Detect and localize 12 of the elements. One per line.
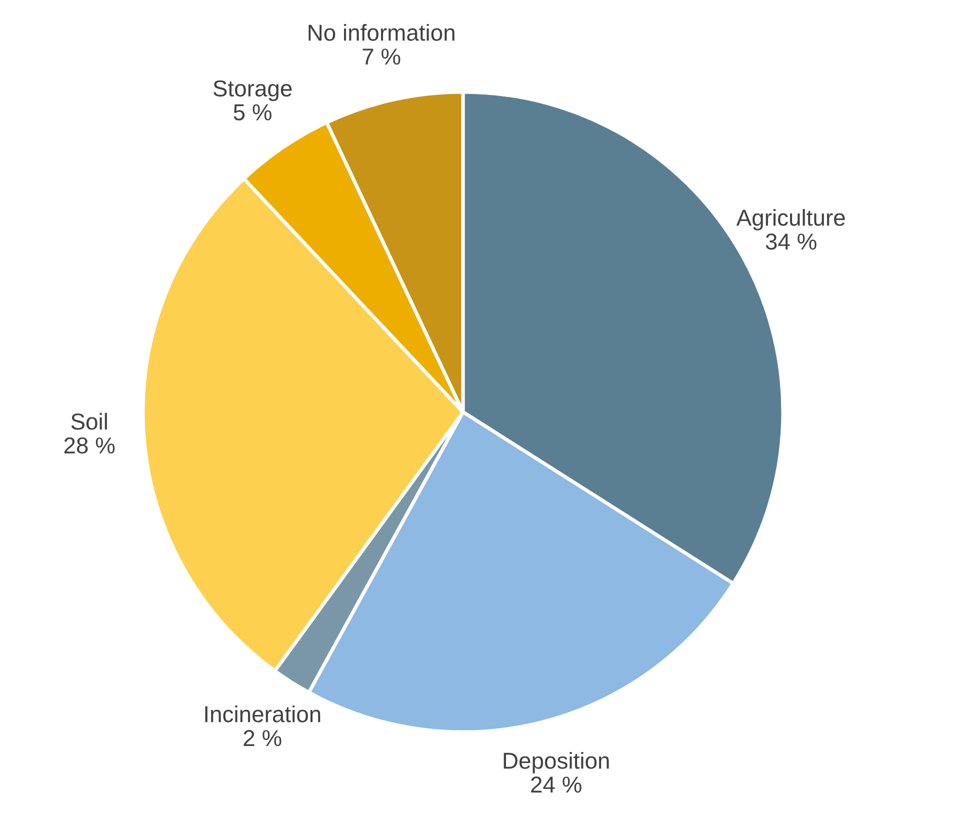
data-label: 7 % [362,48,400,65]
data-label: 34 % [766,233,816,250]
data-label: 24 % [531,776,582,793]
data-label: 28 % [64,437,115,454]
slice-label: No information [308,24,454,41]
slice-label: Soil [71,412,107,430]
slice-label: Storage [213,80,292,102]
slice-label: Deposition [504,752,609,774]
data-label: 2 % [244,730,282,746]
slice-label: Incineration [205,706,320,722]
data-label: 5 % [234,104,272,120]
slice-label: Agriculture [736,209,845,230]
